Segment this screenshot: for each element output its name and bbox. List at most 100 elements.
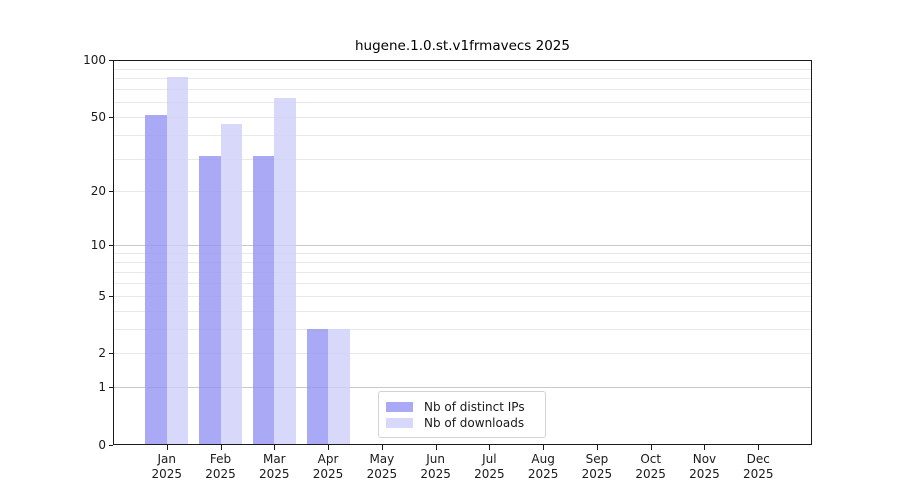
- x-tick-year: 2025: [527, 467, 559, 481]
- x-tick-label-oct: Oct 2025: [619, 452, 683, 482]
- x-tick-label-jan: Jan 2025: [135, 452, 199, 482]
- gridline-y-70: [114, 89, 811, 91]
- legend-swatch-downloads: [386, 417, 413, 428]
- x-tick-year: 2025: [420, 467, 451, 481]
- bar-nb-of-distinct-ips-feb: [199, 155, 221, 444]
- x-tick-year: 2025: [259, 467, 290, 481]
- gridline-y-7: [114, 271, 811, 273]
- chart-title: hugene.1.0.st.v1frmavecs 2025: [355, 38, 570, 54]
- legend-label-downloads: Nb of downloads: [424, 415, 525, 430]
- x-tick-jun: [435, 445, 437, 450]
- x-tick-year: 2025: [312, 467, 344, 481]
- x-tick-aug: [543, 445, 545, 450]
- gridline-y-1: [114, 387, 811, 389]
- x-tick-year: 2025: [689, 467, 720, 481]
- x-tick-label-sep: Sep 2025: [565, 452, 629, 482]
- bar-nb-of-distinct-ips-apr: [306, 329, 329, 444]
- x-tick-jan: [166, 445, 168, 450]
- y-tick-50: [109, 117, 113, 118]
- x-tick-nov: [704, 445, 706, 450]
- y-tick-label-100: 100: [83, 53, 106, 67]
- gridline-y-90: [114, 68, 811, 70]
- gridline-y-80: [114, 78, 811, 80]
- x-tick-year: 2025: [366, 467, 398, 481]
- x-tick-month: Nov: [692, 452, 717, 466]
- gridline-y-50: [114, 117, 811, 118]
- x-tick-month: Jul: [482, 452, 497, 466]
- y-tick-0: [109, 445, 113, 446]
- bar-nb-of-distinct-ips-jan: [145, 115, 167, 444]
- bar-nb-of-downloads-feb: [220, 123, 243, 444]
- x-tick-label-jul: Jul 2025: [457, 452, 521, 482]
- y-tick-label-0: 0: [98, 438, 106, 452]
- y-tick-100: [109, 60, 113, 61]
- gridline-y-2: [114, 353, 811, 355]
- x-tick-may: [381, 445, 383, 450]
- gridline-y-3: [114, 329, 811, 331]
- x-tick-label-apr: Apr 2025: [296, 452, 360, 482]
- gridline-y-10: [114, 244, 811, 246]
- y-tick-10: [109, 245, 113, 246]
- gridline-y-60: [114, 102, 811, 104]
- x-tick-year: 2025: [635, 467, 666, 481]
- x-tick-year: 2025: [474, 467, 505, 481]
- x-tick-label-dec: Dec 2025: [726, 452, 790, 482]
- x-tick-label-aug: Aug 2025: [511, 452, 575, 482]
- y-tick-label-10: 10: [90, 237, 106, 252]
- x-tick-month: Jan: [157, 452, 177, 466]
- y-tick-label-20: 20: [90, 184, 106, 199]
- x-tick-month: Dec: [746, 452, 770, 466]
- x-tick-label-jun: Jun 2025: [404, 452, 468, 482]
- legend-item-distinct-ips: Nb of distinct IPs: [386, 399, 536, 414]
- gridline-y-4: [114, 310, 811, 312]
- gridline-y-8: [114, 261, 811, 263]
- x-tick-year: 2025: [205, 467, 236, 481]
- bar-nb-of-distinct-ips-mar: [252, 155, 275, 444]
- y-tick-20: [109, 191, 113, 192]
- bar-nb-of-downloads-apr: [328, 329, 350, 444]
- x-tick-month: Sep: [585, 452, 609, 466]
- x-tick-month: Feb: [209, 452, 232, 466]
- x-tick-label-feb: Feb 2025: [189, 452, 253, 482]
- x-tick-label-may: May 2025: [350, 452, 414, 482]
- gridline-y-6: [114, 282, 811, 284]
- legend: Nb of distinct IPs Nb of downloads: [378, 391, 546, 438]
- y-tick-label-5: 5: [98, 288, 106, 303]
- gridline-y-40: [114, 135, 811, 137]
- plot-area: [113, 60, 812, 445]
- x-tick-month: Apr: [317, 452, 339, 466]
- x-tick-year: 2025: [581, 467, 613, 481]
- y-tick-2: [109, 353, 113, 354]
- bar-nb-of-downloads-mar: [274, 98, 296, 444]
- x-tick-year: 2025: [742, 467, 774, 481]
- x-tick-feb: [220, 445, 222, 450]
- x-tick-month: Oct: [640, 452, 662, 466]
- legend-swatch-distinct-ips: [386, 401, 413, 412]
- x-tick-sep: [596, 445, 598, 450]
- x-tick-oct: [650, 445, 652, 450]
- x-tick-year: 2025: [151, 467, 183, 481]
- y-tick-label-2: 2: [98, 346, 106, 361]
- y-tick-label-1: 1: [98, 380, 106, 395]
- gridline-y-20: [114, 191, 811, 193]
- x-tick-label-nov: Nov 2025: [672, 452, 736, 482]
- bar-nb-of-downloads-jan: [166, 77, 189, 444]
- gridline-y-9: [114, 252, 811, 254]
- y-tick-label-50: 50: [90, 110, 106, 124]
- x-tick-apr: [328, 445, 330, 450]
- x-tick-month: Mar: [262, 452, 286, 466]
- legend-item-downloads: Nb of downloads: [386, 415, 536, 430]
- x-tick-mar: [274, 445, 276, 450]
- gridline-y-30: [114, 158, 811, 160]
- x-tick-label-mar: Mar 2025: [242, 452, 306, 482]
- x-tick-dec: [758, 445, 760, 450]
- y-tick-5: [109, 296, 113, 297]
- x-tick-jul: [489, 445, 491, 450]
- gridline-y-5: [114, 295, 811, 297]
- x-tick-month: Aug: [531, 452, 555, 466]
- x-tick-month: May: [369, 452, 395, 466]
- legend-label-distinct-ips: Nb of distinct IPs: [424, 399, 525, 414]
- y-tick-1: [109, 387, 113, 388]
- x-tick-month: Jun: [426, 452, 445, 466]
